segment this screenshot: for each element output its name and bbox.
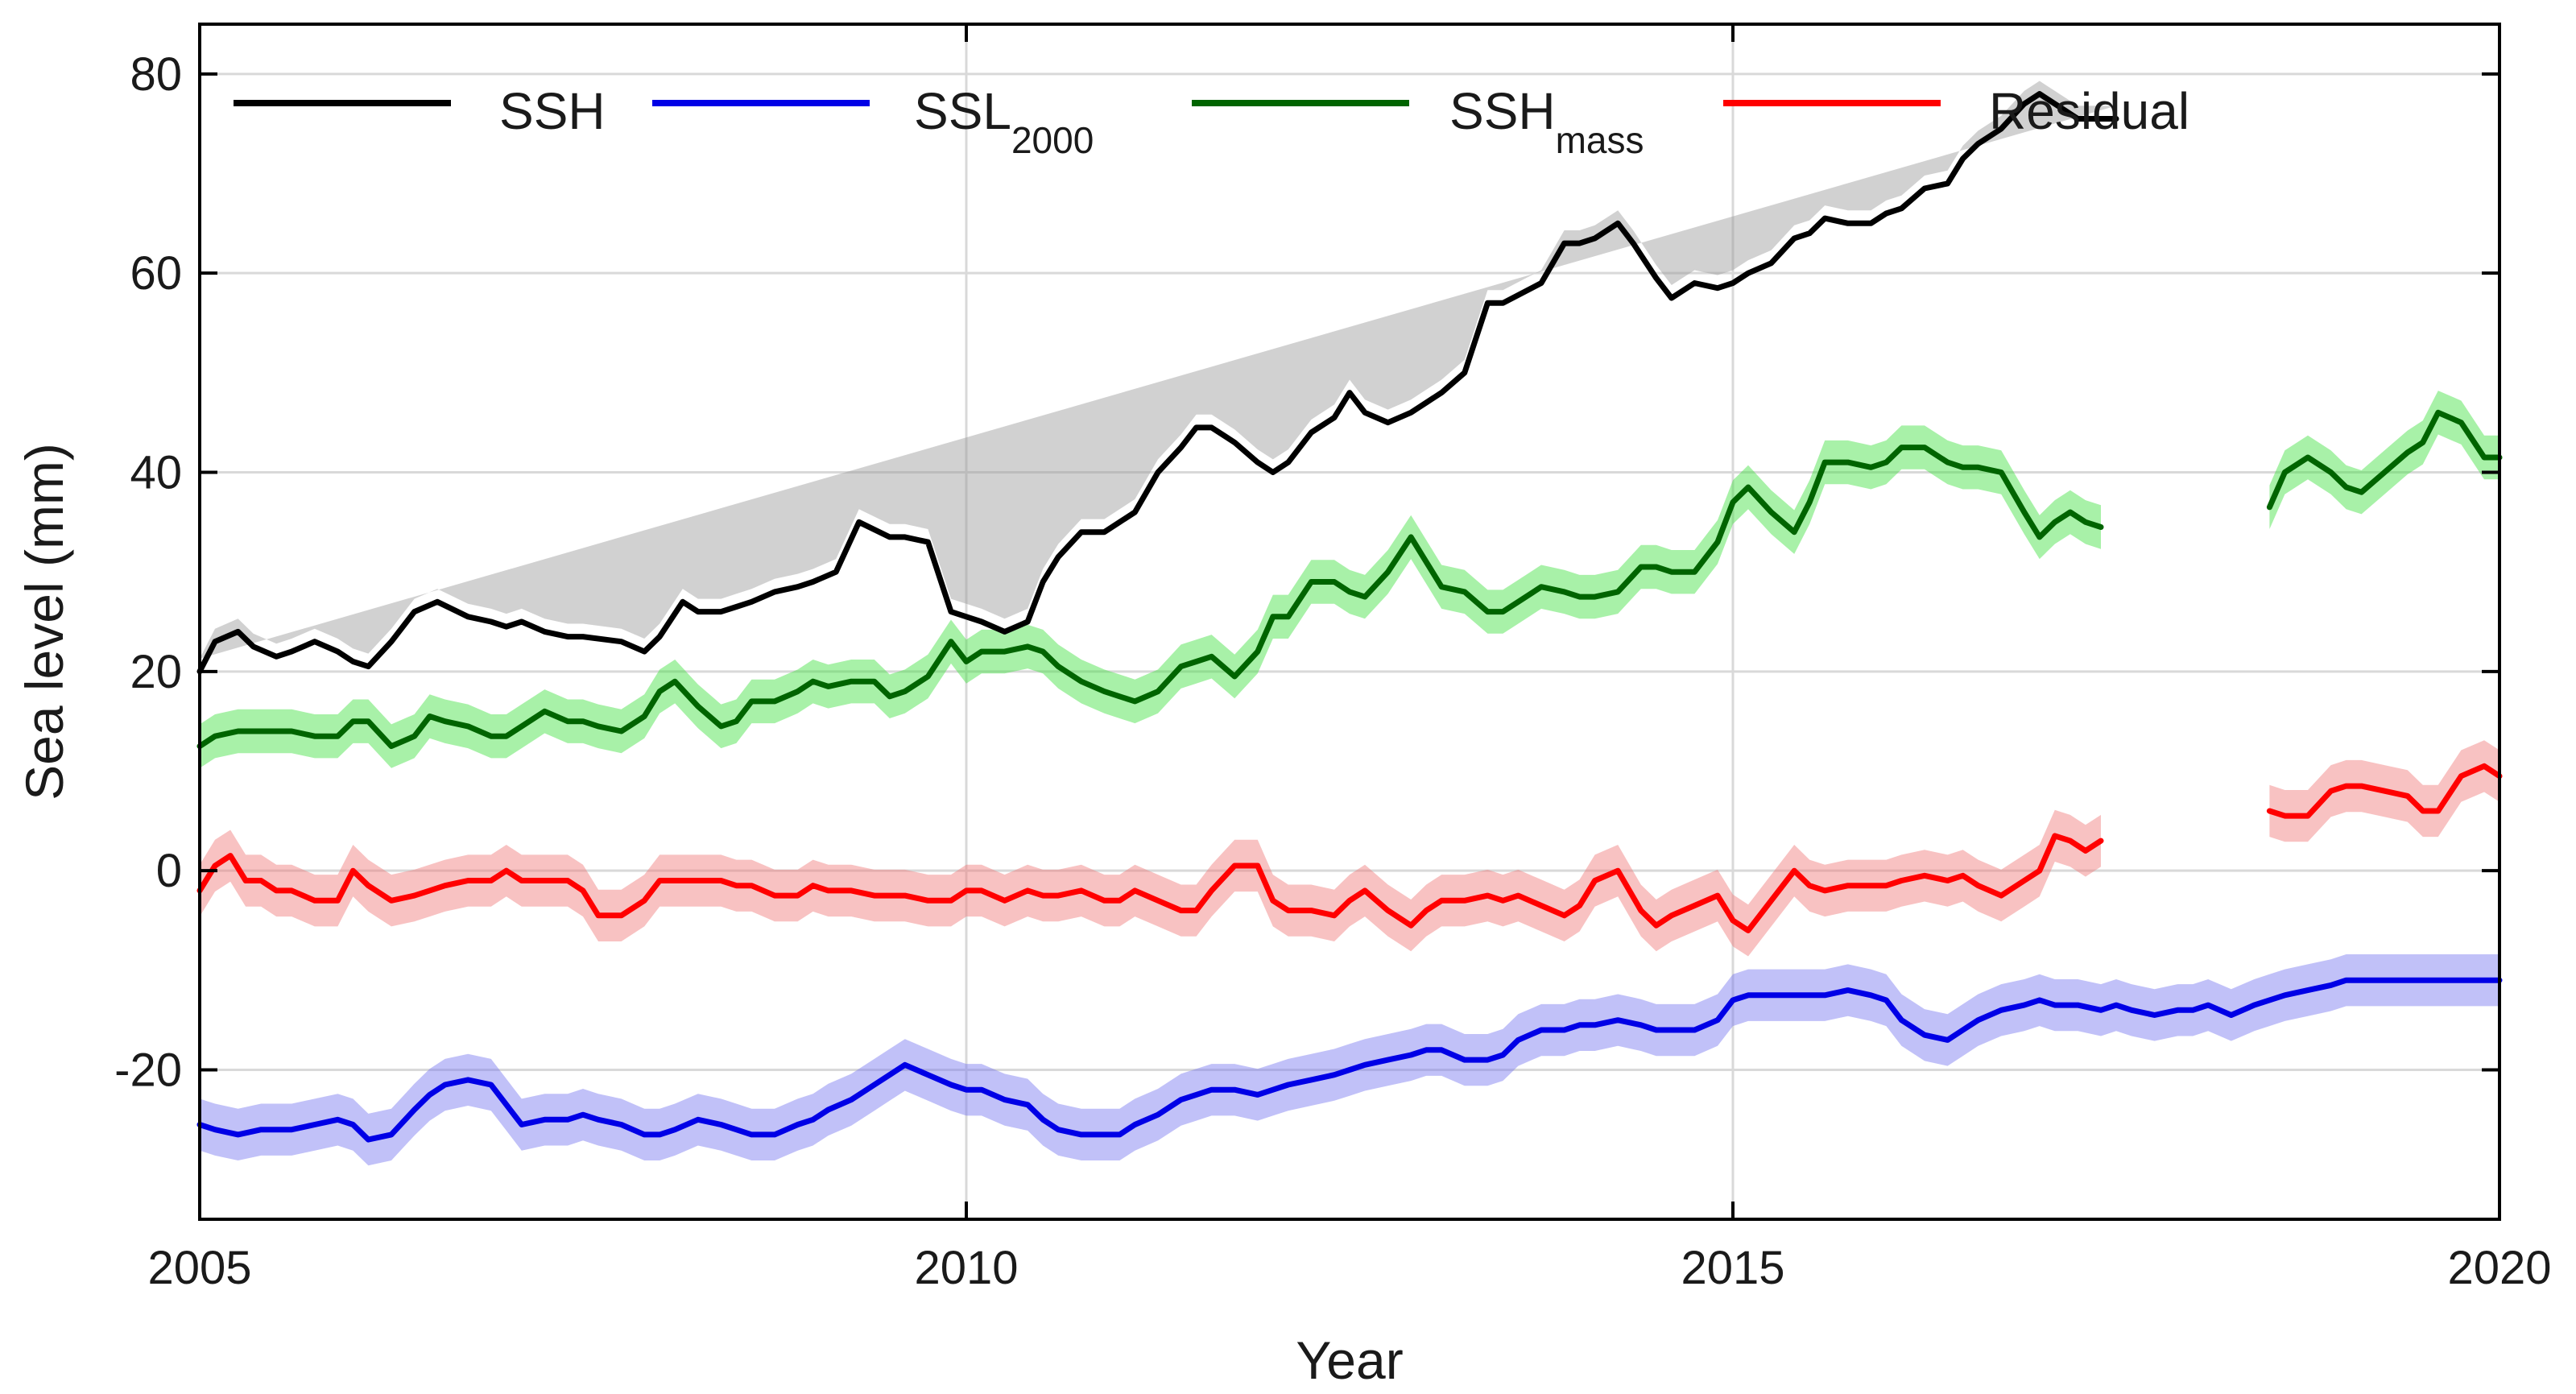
y-tick-label: 80 (130, 48, 182, 101)
residual-uncertainty-band (200, 809, 2101, 957)
legend-label-residual: Residual (1989, 82, 2189, 140)
y-tick-label: 20 (130, 646, 182, 698)
ssh-line (196, 91, 2119, 675)
ssh-uncertainty-band (200, 81, 2116, 659)
legend-label-ssl2000: SSL2000 (914, 82, 1094, 161)
x-tick-label: 2005 (147, 1242, 251, 1294)
legend-label-sshmass: SSHmass (1449, 82, 1644, 161)
series-lines (196, 91, 2503, 1143)
legend-subscript-sshmass: mass (1556, 119, 1644, 161)
legend-label-ssh: SSH (499, 82, 606, 140)
legend-subscript-ssl2000: 2000 (1011, 119, 1094, 161)
legend: SSH SSL2000 SSHmass Residual (234, 82, 2189, 161)
y-tick-label: -20 (114, 1044, 182, 1097)
x-tick-label: 2020 (2447, 1242, 2551, 1294)
y-tick-label: 0 (156, 845, 182, 897)
sshmass-uncertainty-band (2269, 391, 2500, 529)
x-axis-ticks: 2005 2010 2015 2020 (147, 24, 2552, 1294)
y-tick-label: 40 (130, 447, 182, 499)
y-tick-label: 60 (130, 247, 182, 300)
uncertainty-bands (200, 81, 2500, 1166)
sshmass-line (196, 445, 2104, 750)
y-axis-label: Sea level (mm) (14, 443, 74, 800)
y-axis-ticks: -20 0 20 40 60 80 (114, 48, 2500, 1097)
plot-frame (198, 23, 2501, 1221)
x-axis-label: Year (1296, 1330, 1403, 1390)
sshmass-line (2266, 409, 2503, 511)
residual-line (2266, 763, 2503, 819)
x-tick-label: 2015 (1681, 1242, 1784, 1294)
x-tick-label: 2010 (914, 1242, 1018, 1294)
ssl2000-uncertainty-band (200, 954, 2500, 1166)
residual-line (196, 833, 2104, 933)
ssl2000-line (196, 977, 2503, 1143)
